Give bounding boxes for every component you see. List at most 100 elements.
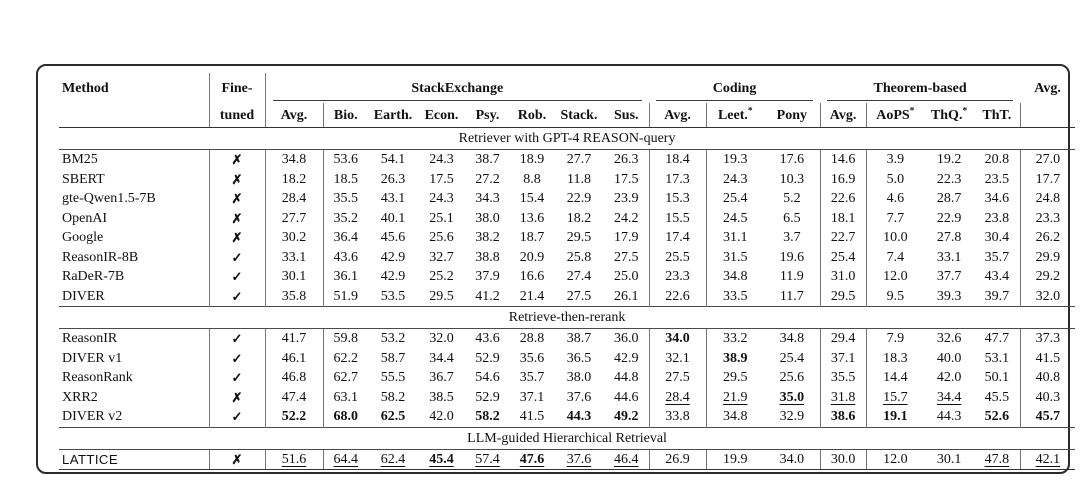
metric-cell-theorem-thq: 22.3 xyxy=(924,170,974,190)
metric-cell-se-earth: 26.3 xyxy=(368,170,418,190)
metric-value: 41.2 xyxy=(475,288,500,304)
metric-value: 27.4 xyxy=(566,269,592,285)
metric-cell-coding-pony: 10.3 xyxy=(764,170,820,190)
metric-value: 27.5 xyxy=(566,288,592,304)
metric-cell-coding-pony: 34.0 xyxy=(764,449,821,470)
metric-value: 13.6 xyxy=(519,210,545,226)
metric-value: 52.9 xyxy=(475,389,500,405)
metric-cell-theorem-avg: 30.0 xyxy=(819,449,867,470)
metric-cell-se-avg: 52.2 xyxy=(264,407,323,427)
metric-value: 23.3 xyxy=(665,269,690,285)
metric-value: 50.1 xyxy=(984,370,1010,386)
metric-cell-se-stack: 38.7 xyxy=(554,329,604,349)
metric-value: 36.1 xyxy=(333,269,359,285)
metric-value: 42.9 xyxy=(614,350,639,366)
metric-cell-se-earth: 54.1 xyxy=(368,150,418,170)
metric-value: 22.9 xyxy=(936,210,962,226)
metric-value: 7.7 xyxy=(886,210,905,226)
checkmark-icon: ✓ xyxy=(208,247,265,267)
col-header-theorem-avg: Avg. xyxy=(819,103,867,128)
metric-value: 14.6 xyxy=(830,152,856,168)
metric-cell-se-stack: 27.5 xyxy=(554,287,604,307)
metric-cell-se-bio: 59.8 xyxy=(322,328,368,349)
metric-cell-coding-pony: 11.9 xyxy=(764,267,820,287)
cross-icon: ✗ xyxy=(208,208,265,228)
metric-cell-coding-pony: 17.6 xyxy=(764,150,820,170)
metric-value: 26.2 xyxy=(1035,230,1061,246)
metric-cell-se-rob: 35.7 xyxy=(510,368,554,388)
metric-cell-se-sus: 49.2 xyxy=(604,407,649,427)
metric-value: 25.2 xyxy=(429,269,454,285)
metric-cell-se-sus: 36.0 xyxy=(604,329,649,349)
metric-value: 10.3 xyxy=(779,171,805,187)
cross-icon: ✗ xyxy=(208,189,265,209)
metric-cell-se-bio: 62.7 xyxy=(322,368,368,388)
metric-value: 4.6 xyxy=(886,191,905,207)
metric-cell-coding-leet: 31.1 xyxy=(705,228,765,248)
metric-value: 38.5 xyxy=(429,389,454,405)
cross-icon: ✗ xyxy=(208,228,265,248)
superscript-asterisk: * xyxy=(962,105,968,116)
metric-cell-theorem-thq: 40.0 xyxy=(924,349,974,369)
metric-value: 35.0 xyxy=(779,389,805,405)
metric-cell-se-psy: 38.7 xyxy=(465,150,510,170)
metric-cell-coding-avg: 22.6 xyxy=(648,286,707,307)
metric-cell-overall-avg: 17.7 xyxy=(1019,169,1076,189)
table-row: ReasonIR ✓ 41.7 59.8 53.2 32.0 43.6 28.8 38.7 36.… xyxy=(59,328,1076,349)
metric-value: 23.9 xyxy=(614,191,639,207)
metric-cell-theorem-tht: 45.5 xyxy=(974,388,1020,408)
col-header-se-rob: Rob. xyxy=(510,103,554,128)
metric-cell-se-psy: 41.2 xyxy=(465,287,510,307)
metric-value: 34.8 xyxy=(723,269,748,285)
metric-value: 68.0 xyxy=(333,409,359,425)
metric-cell-se-econ: 25.6 xyxy=(418,228,465,248)
section-title: Retrieve-then-rerank xyxy=(59,306,1076,329)
metric-cell-theorem-tht: 52.6 xyxy=(974,407,1020,427)
metric-cell-theorem-tht: 43.4 xyxy=(974,267,1020,287)
group-header-stackexchange: StackExchange xyxy=(264,73,650,103)
metric-cell-se-econ: 42.0 xyxy=(418,407,465,427)
metric-value: 3.9 xyxy=(886,152,905,168)
metric-cell-se-sus: 17.5 xyxy=(604,170,649,190)
metric-cell-se-avg: 18.2 xyxy=(264,169,323,189)
metric-value: 23.3 xyxy=(1035,210,1061,226)
metric-value: 15.3 xyxy=(665,191,690,207)
metric-value: 45.7 xyxy=(1035,409,1061,425)
metric-cell-coding-pony: 3.7 xyxy=(764,228,820,248)
metric-value: 18.3 xyxy=(883,350,908,366)
metric-value: 34.8 xyxy=(281,152,307,168)
table-row: DIVER ✓ 35.8 51.9 53.5 29.5 41.2 21.4 27.5 26.1 22… xyxy=(59,286,1076,307)
metric-value: 38.7 xyxy=(566,331,592,347)
metric-cell-theorem-thq: 27.8 xyxy=(924,228,974,248)
method-name: Google xyxy=(62,230,104,246)
metric-value: 38.7 xyxy=(475,152,500,168)
metric-value: 25.5 xyxy=(665,249,690,265)
metric-value: 33.5 xyxy=(723,288,748,304)
metric-cell-se-psy: 38.0 xyxy=(465,209,510,229)
metric-cell-theorem-aops: 4.6 xyxy=(865,189,925,209)
metric-value: 11.9 xyxy=(779,269,804,285)
metric-cell-overall-avg: 26.2 xyxy=(1019,228,1076,248)
metric-cell-theorem-aops: 3.9 xyxy=(865,149,925,170)
metric-value: 52.2 xyxy=(281,409,307,425)
metric-value: 35.2 xyxy=(333,210,359,226)
metric-cell-theorem-avg: 35.5 xyxy=(819,368,867,388)
metric-value: 3.7 xyxy=(783,230,801,246)
metric-cell-coding-avg: 34.0 xyxy=(648,328,707,349)
metric-cell-coding-avg: 27.5 xyxy=(648,368,707,388)
metric-value: 53.6 xyxy=(333,152,359,168)
metric-cell-coding-leet: 34.8 xyxy=(705,407,765,427)
metric-value: 23.5 xyxy=(984,171,1010,187)
metric-value: 62.2 xyxy=(333,350,359,366)
metric-cell-overall-avg: 24.8 xyxy=(1019,189,1076,209)
metric-value: 37.9 xyxy=(475,269,500,285)
section-header-row: Retrieve-then-rerank xyxy=(59,306,1076,329)
metric-cell-theorem-avg: 18.1 xyxy=(819,208,867,228)
table-row: LATTICE ✗ 51.6 64.4 62.4 45.4 57.4 47.6 37.6 46.4… xyxy=(59,449,1076,470)
col-header-se-econ: Econ. xyxy=(418,103,465,128)
metric-cell-se-psy: 37.9 xyxy=(465,267,510,287)
metric-value: 22.6 xyxy=(665,288,690,304)
metric-value: 11.8 xyxy=(567,171,591,187)
metric-cell-se-stack: 27.7 xyxy=(554,150,604,170)
